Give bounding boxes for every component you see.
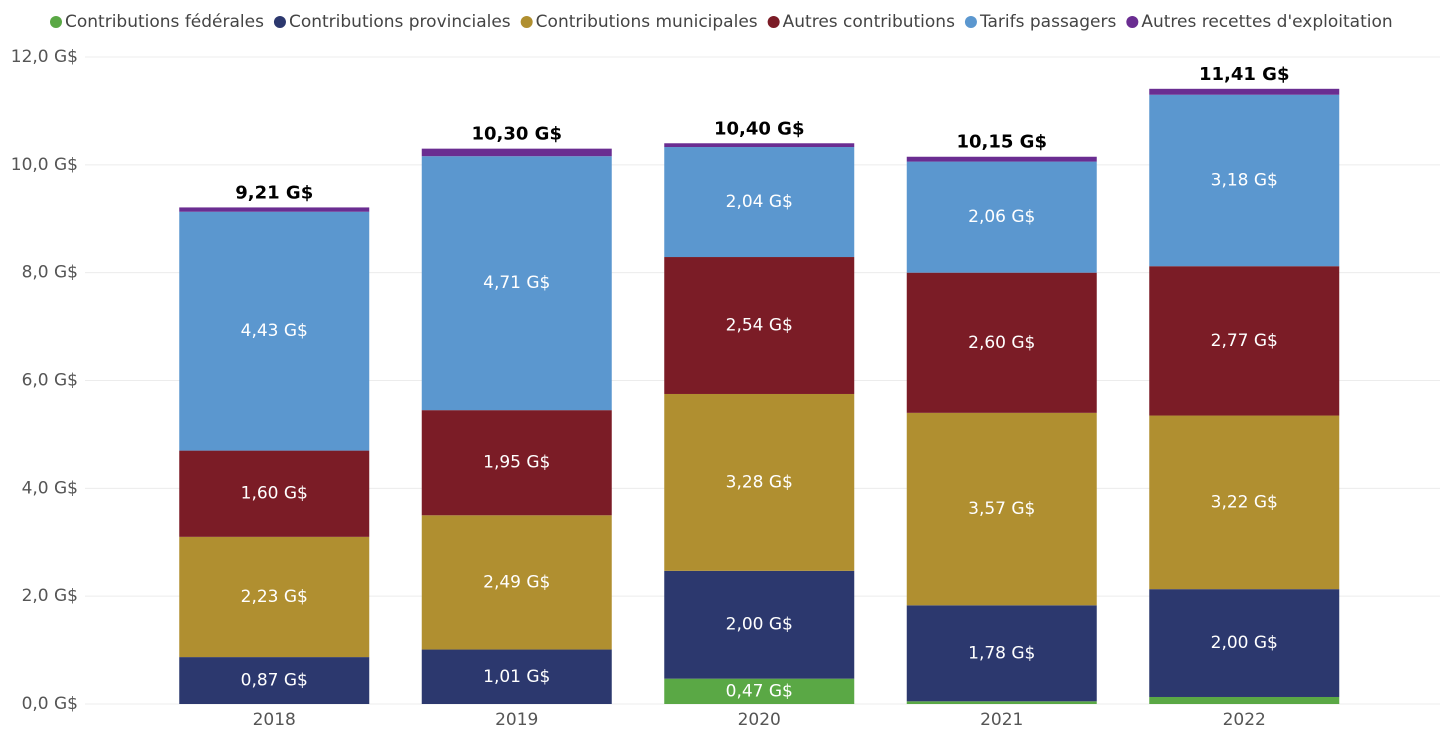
- data-label: 2,77 G$: [1211, 331, 1278, 351]
- y-tick-label: 6,0 G$: [22, 371, 78, 391]
- total-label: 10,40 G$: [714, 118, 805, 139]
- bar-segment: [421, 156, 612, 411]
- bar-segment: [906, 701, 1097, 704]
- bar-segment: [421, 410, 612, 516]
- bar-segment: [906, 161, 1097, 273]
- bar-segment: [664, 393, 855, 571]
- bar-segment: [1149, 266, 1340, 416]
- bar-segment: [906, 412, 1097, 606]
- y-tick-label: 12,0 G$: [11, 47, 78, 67]
- bar-segment: [906, 156, 1097, 162]
- data-label: 2,06 G$: [968, 207, 1035, 227]
- legend-label: Autres recettes d'exploitation: [1141, 12, 1392, 32]
- legend-marker: [1126, 16, 1139, 28]
- legend-label: Contributions municipales: [536, 12, 758, 32]
- data-label: 3,28 G$: [726, 472, 793, 492]
- data-label: 3,57 G$: [968, 499, 1035, 519]
- data-label: 3,18 G$: [1211, 170, 1278, 190]
- bar-segment: [1149, 589, 1340, 697]
- bar-segment: [664, 570, 855, 679]
- data-label: 1,01 G$: [483, 667, 550, 687]
- bar-segment: [664, 143, 855, 148]
- legend-marker: [520, 16, 533, 28]
- total-label: 9,21 G$: [235, 182, 313, 203]
- bar-segment: [421, 515, 612, 650]
- bar-segment: [1149, 696, 1340, 704]
- y-tick-label: 0,0 G$: [22, 694, 78, 714]
- bar-segment: [906, 272, 1097, 413]
- x-tick-label: 2020: [738, 710, 781, 730]
- bar-segment: [1149, 88, 1340, 95]
- y-tick-label: 4,0 G$: [22, 478, 78, 498]
- bar-segment: [1149, 94, 1340, 267]
- bar-segment: [179, 211, 370, 451]
- data-label: 1,95 G$: [483, 453, 550, 473]
- y-tick-label: 2,0 G$: [22, 586, 78, 606]
- legend-label: Contributions provinciales: [289, 12, 511, 32]
- legend-label: Contributions fédérales: [65, 12, 264, 32]
- data-label: 2,00 G$: [1211, 633, 1278, 653]
- data-label: 2,54 G$: [726, 316, 793, 336]
- bar-segment: [179, 536, 370, 658]
- legend-marker: [767, 16, 780, 28]
- legend-marker: [964, 16, 977, 28]
- x-tick-label: 2021: [980, 710, 1023, 730]
- legend-label: Tarifs passagers: [979, 12, 1117, 32]
- bar-segment: [179, 657, 370, 704]
- data-label: 2,23 G$: [241, 587, 308, 607]
- data-label: 2,60 G$: [968, 333, 1035, 353]
- x-tick-label: 2018: [253, 710, 296, 730]
- bar-segment: [179, 450, 370, 537]
- legend-label: Autres contributions: [783, 12, 955, 32]
- y-tick-label: 10,0 G$: [11, 155, 78, 175]
- data-label: 2,04 G$: [726, 192, 793, 212]
- legend-marker: [273, 16, 286, 28]
- total-label: 10,30 G$: [471, 124, 562, 145]
- legend-marker: [50, 16, 62, 28]
- bar-segment: [906, 605, 1097, 702]
- x-tick-label: 2019: [495, 710, 538, 730]
- total-label: 11,41 G$: [1199, 64, 1290, 85]
- bar-segment: [664, 147, 855, 258]
- bar-segment: [421, 148, 612, 157]
- bar-segment: [664, 257, 855, 394]
- data-label: 2,49 G$: [483, 572, 550, 592]
- data-label: 2,00 G$: [726, 615, 793, 635]
- data-label: 1,78 G$: [968, 643, 1035, 663]
- data-label: 3,22 G$: [1211, 492, 1278, 512]
- data-label: 0,47 G$: [726, 681, 793, 701]
- x-tick-label: 2022: [1223, 710, 1266, 730]
- bar-segment: [664, 678, 855, 704]
- data-label: 0,87 G$: [241, 671, 308, 691]
- data-label: 4,71 G$: [483, 273, 550, 293]
- total-label: 10,15 G$: [956, 132, 1047, 153]
- bar-segment: [179, 207, 370, 212]
- bar-segment: [1149, 415, 1340, 590]
- data-label: 1,60 G$: [241, 484, 308, 504]
- bar-segment: [421, 649, 612, 704]
- data-label: 4,43 G$: [241, 321, 308, 341]
- y-tick-label: 8,0 G$: [22, 263, 78, 283]
